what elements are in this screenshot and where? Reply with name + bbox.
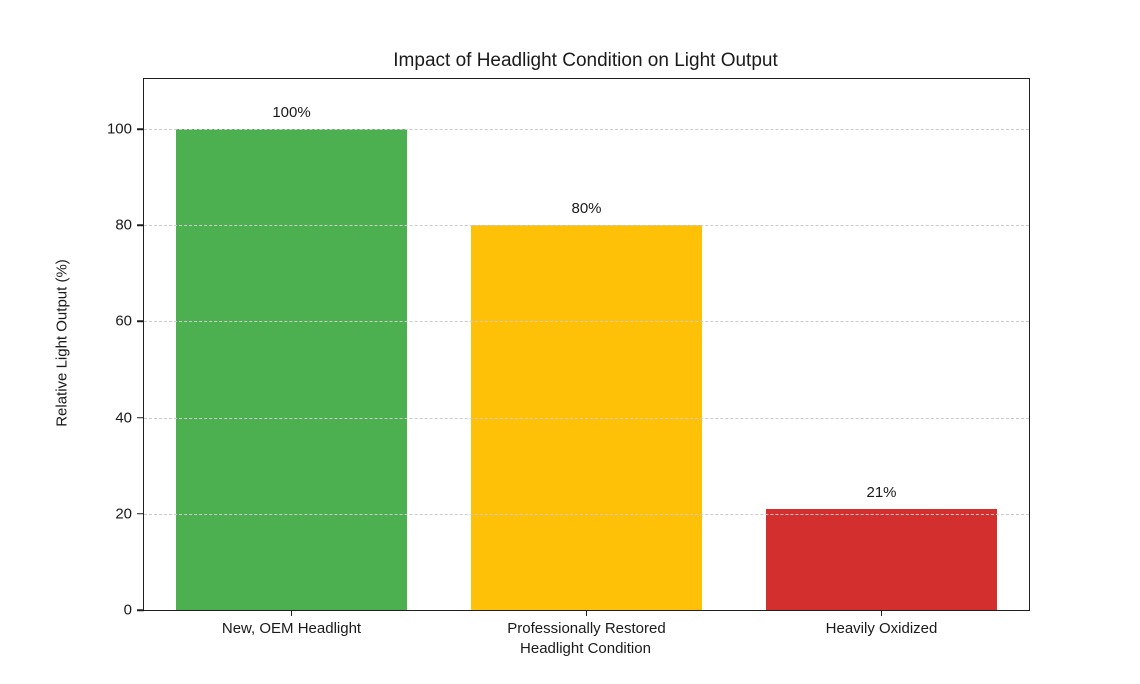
y-tick-label-60: 60 [115, 312, 132, 330]
x-tick-mark-1 [585, 610, 588, 616]
y-tick-mark-0 [137, 609, 144, 611]
gridline-60 [144, 321, 1029, 323]
x-tick-mark-0 [290, 610, 293, 616]
bar-value-label-2: 21% [866, 484, 897, 501]
y-tick-mark-60 [137, 320, 144, 323]
y-tick-label-40: 40 [115, 409, 132, 427]
gridline-40 [144, 417, 1029, 419]
y-tick-mark-100 [137, 128, 144, 130]
y-axis-label: Relative Light Output (%) [53, 259, 71, 427]
plot-area: 100% New, OEM Headlight 80% Professionally … [107, 78, 1030, 637]
x-tick-label-0: New, OEM Headlight [221, 620, 362, 637]
y-tick-label-100: 100 [106, 120, 132, 138]
bar-value-label-1: 80% [571, 200, 602, 218]
bar-2 [766, 509, 997, 610]
y-tick-mark-80 [137, 224, 144, 226]
x-tick-mark-2 [880, 610, 883, 616]
gridline-100 [144, 129, 1029, 131]
bar-value-label-0: 100% [272, 104, 311, 122]
y-tick-label-20: 20 [115, 505, 132, 523]
x-tick-label-1: Professionally Restored [507, 620, 666, 637]
y-tick-mark-40 [137, 416, 144, 419]
y-tick-mark-20 [137, 513, 144, 515]
bar-0 [176, 129, 407, 610]
chart-title: Impact of Headlight Condition on Light O… [393, 50, 778, 71]
y-tick-label-80: 80 [115, 216, 132, 234]
x-tick-label-2: Heavily Oxidized [825, 620, 938, 637]
gridline-20 [144, 513, 1029, 515]
gridline-80 [144, 225, 1029, 227]
y-tick-label-0: 0 [123, 601, 132, 619]
x-axis-label: Headlight Condition [520, 640, 651, 657]
